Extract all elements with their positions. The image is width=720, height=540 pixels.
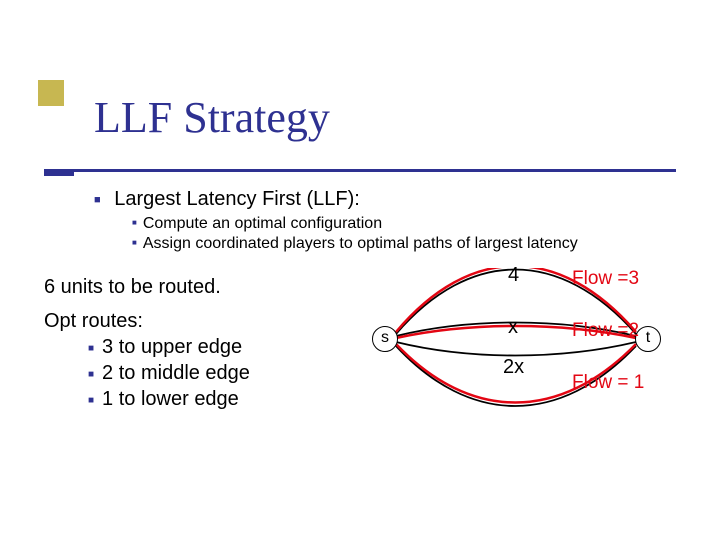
content-block: Largest Latency First (LLF): Compute an … <box>84 188 664 259</box>
bullet-sub-1: Compute an optimal configuration <box>144 215 664 233</box>
opt-item-2: 2 to middle edge <box>102 362 250 385</box>
units-line: 6 units to be routed. <box>44 276 221 299</box>
node-s: s <box>372 326 398 352</box>
bullet-main-text: Largest Latency First (LLF): <box>114 188 360 210</box>
slide-title: LLF Strategy <box>94 92 330 143</box>
opt-routes-heading: Opt routes: <box>44 310 143 333</box>
bullet-sub-2: Assign coordinated players to optimal pa… <box>144 235 664 253</box>
edge-label-middle: x <box>508 316 518 339</box>
flow-label-lower: Flow = 1 <box>572 372 644 394</box>
flow-diagram: s t 4 x 2x Flow =3 Flow =2 Flow = 1 <box>360 268 700 428</box>
accent-block <box>38 80 64 106</box>
flow-label-upper: Flow =3 <box>572 268 639 290</box>
opt-routes-list: 3 to upper edge 2 to middle edge 1 to lo… <box>84 336 250 414</box>
edge-middle-down <box>396 342 636 356</box>
title-underline-long <box>44 169 676 172</box>
opt-item-1: 3 to upper edge <box>102 336 250 359</box>
edge-label-lower: 2x <box>503 356 524 379</box>
bullet-main: Largest Latency First (LLF): Compute an … <box>108 188 664 253</box>
edge-label-upper: 4 <box>508 264 519 287</box>
opt-item-3: 1 to lower edge <box>102 388 250 411</box>
flow-label-middle: Flow =2 <box>572 320 639 342</box>
